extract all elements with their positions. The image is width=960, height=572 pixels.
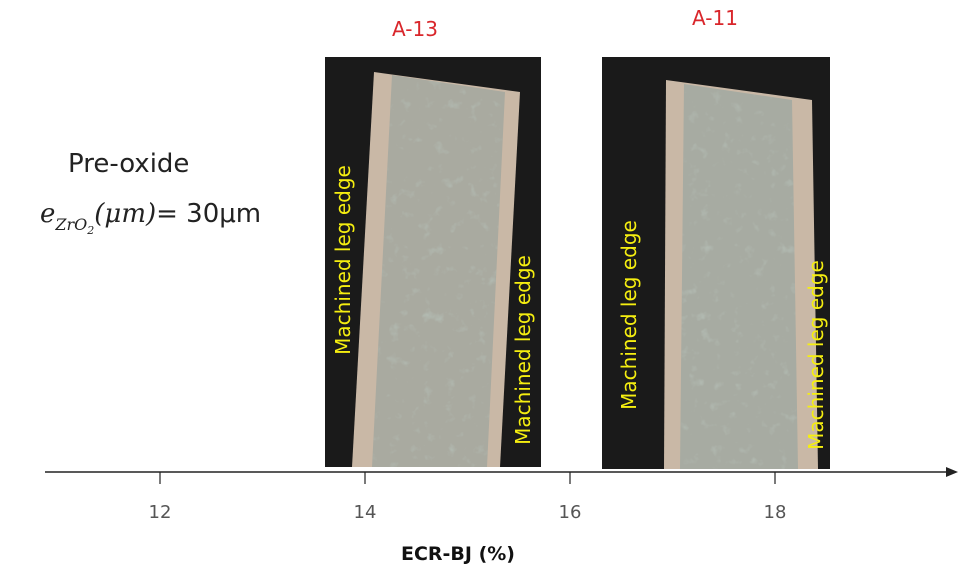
sample-label: A-11 <box>692 6 738 30</box>
axis-arrow <box>946 467 958 477</box>
pre-oxide-label: Pre-oxide <box>68 149 189 179</box>
tick-label: 12 <box>149 502 172 523</box>
edge-label: Machined leg edge <box>617 220 641 410</box>
symbol: e <box>40 199 55 229</box>
sample-image <box>602 57 830 469</box>
sample-image <box>325 57 541 467</box>
axis-label: ECR-BJ (%) <box>401 543 515 565</box>
tick-label: 14 <box>354 502 377 523</box>
sample-label: A-13 <box>392 17 438 41</box>
edge-label: Machined leg edge <box>331 165 355 355</box>
thickness-value: = 30μm <box>156 199 261 229</box>
tick-label: 16 <box>559 502 582 523</box>
subscript: ZrO <box>54 215 87 234</box>
unit-math: (μm) <box>94 199 156 229</box>
axis-ticks: 12 14 16 18 <box>149 472 787 523</box>
tick-label: 18 <box>764 502 787 523</box>
sub-subscript: 2 <box>86 224 94 237</box>
thickness-formula: eZrO2(μm)= 30μm <box>40 199 261 237</box>
edge-label: Machined leg edge <box>511 255 535 445</box>
edge-label: Machined leg edge <box>804 260 828 450</box>
